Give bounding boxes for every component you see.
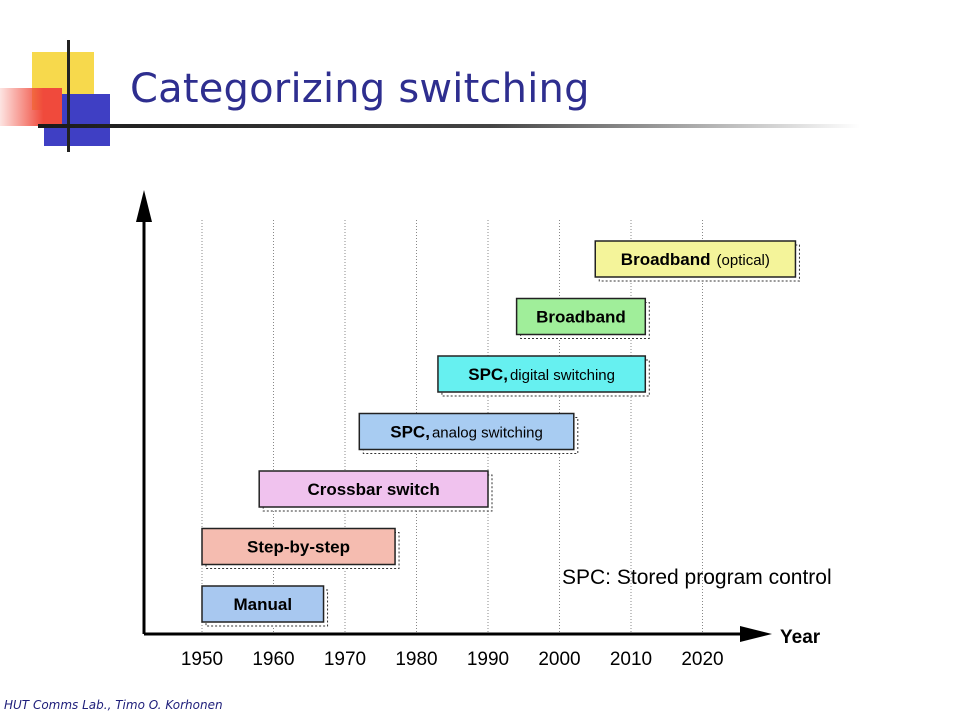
timeline-box-label-bold: Step-by-step [247,538,350,557]
x-tick-label: 1960 [252,649,294,670]
timeline-box-label: Crossbar switch [307,480,439,499]
x-tick-label: 1990 [467,649,509,670]
timeline-box-fill [437,355,647,393]
timeline-box-fill [515,297,647,336]
timeline-box-label: Broadband [536,308,626,327]
footer-credit: HUT Comms Lab., Timo O. Korhonen [4,698,223,712]
timeline-box-label-bold: SPC, [390,423,430,442]
timeline-box-fill [258,470,489,508]
timeline-box-label-bold: Broadband [536,308,626,327]
timeline-box-label-rest: analog switching [432,425,543,442]
timeline-box: Broadband [515,297,650,339]
x-tick-label: 2020 [681,649,723,670]
spc-note: SPC: Stored program control [562,566,832,589]
timeline-box-fill [201,585,325,623]
timeline-box: Manual [201,585,329,627]
logo-red-square [0,88,62,126]
x-tick-label: 2000 [538,649,580,670]
title-divider [38,124,860,128]
timeline-box: SPC, digital switching [437,355,650,397]
timeline-box: Crossbar switch [258,470,493,512]
timeline-box: SPC, analog switching [358,412,579,454]
timeline-box-label-bold: Broadband [621,250,711,269]
x-tick-label: 1980 [395,649,437,670]
timeline-box-label-bold: Crossbar switch [307,480,439,499]
timeline-box-label: Step-by-step [247,538,350,557]
timeline-box: Step-by-step [201,527,400,569]
x-tick-label: 2010 [610,649,652,670]
timeline-box-label-bold: SPC, [468,365,508,384]
x-axis-label: Year [780,627,821,648]
timeline-box-label: Broadband (optical) [621,250,770,269]
timeline-box-fill [201,527,396,566]
page-title: Categorizing switching [130,66,590,112]
timeline-box: Broadband (optical) [594,240,800,282]
timeline-box-fill [358,412,575,451]
timeline-box-fill [594,240,797,278]
x-tick-label: 1970 [324,649,366,670]
timeline-box-label-bold: Manual [233,595,292,614]
timeline-box-label-rest: digital switching [510,367,615,384]
timeline-box-label-rest: (optical) [717,252,770,269]
y-axis-arrowhead [136,190,152,222]
timeline-box-label: SPC, digital switching [468,365,615,384]
x-tick-label: 1950 [181,649,223,670]
x-axis-arrowhead [740,626,772,642]
timeline-box-label: SPC, analog switching [390,423,543,442]
timeline-box-label: Manual [233,595,292,614]
logo-vertical-line [67,40,70,152]
